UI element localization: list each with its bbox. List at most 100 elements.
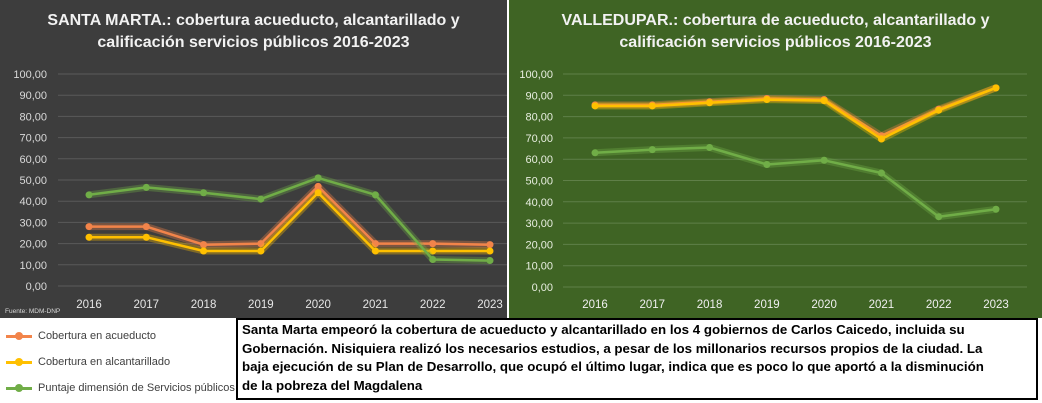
valledupar-chart: VALLEDUPAR.: cobertura de acueducto, alc… <box>509 0 1042 318</box>
legend-item-alcantarillado: Cobertura en alcantarillado <box>6 354 170 370</box>
chart-title: SANTA MARTA.: cobertura acueducto, alcan… <box>0 10 507 54</box>
y-tick-label: 70,00 <box>525 133 553 145</box>
y-tick-label: 80,00 <box>525 112 553 124</box>
series-line-2 <box>595 86 997 141</box>
x-tick-label: 2019 <box>248 299 274 311</box>
data-point <box>85 191 93 199</box>
data-point <box>429 240 437 248</box>
series-line-3 <box>88 176 491 262</box>
data-point <box>648 102 656 110</box>
data-point <box>820 97 828 105</box>
data-point <box>486 241 494 249</box>
data-point <box>706 143 714 151</box>
data-point <box>314 189 322 197</box>
legend-label: Cobertura en alcantarillado <box>38 356 171 368</box>
data-point <box>200 247 208 255</box>
data-point <box>706 99 714 107</box>
legend-swatch <box>6 354 32 370</box>
note-line: de la pobreza del Magdalena <box>242 377 423 393</box>
data-point <box>591 149 599 157</box>
x-tick-label: 2016 <box>76 299 102 311</box>
chart-title-line-1: VALLEDUPAR.: cobertura de acueducto, alc… <box>561 12 990 29</box>
data-point <box>429 256 437 263</box>
x-tick-label: 2023 <box>983 299 1009 311</box>
data-point <box>85 233 93 241</box>
legend-item-acueducto: Cobertura en acueducto <box>6 328 156 344</box>
y-tick-label: 90,00 <box>19 90 47 102</box>
legend-item-servicios: Puntaje dimensión de Servicios públicos <box>6 380 235 396</box>
x-tick-label: 2018 <box>191 299 217 311</box>
note-line: baja ejecución de su Plan de Desarrollo,… <box>242 359 984 374</box>
y-tick-label: 50,00 <box>19 175 47 187</box>
y-tick-label: 100,00 <box>13 69 47 81</box>
y-tick-label: 70,00 <box>19 133 47 145</box>
note-line: Gobernación. Nisiquiera realizó los nece… <box>242 340 983 356</box>
data-point <box>992 84 1000 92</box>
data-point <box>429 247 437 255</box>
data-point <box>763 161 771 169</box>
y-tick-label: 20,00 <box>19 239 47 251</box>
data-point <box>314 182 322 190</box>
data-point <box>992 205 1000 213</box>
data-point <box>935 213 943 221</box>
y-tick-label: 0,00 <box>532 282 553 294</box>
series-line-3 <box>594 146 997 218</box>
y-tick-label: 40,00 <box>19 196 47 208</box>
legend-label: Puntaje dimensión de Servicios públicos <box>38 382 235 394</box>
data-point <box>314 174 322 182</box>
santa-marta-chart: SANTA MARTA.: cobertura acueducto, alcan… <box>0 0 507 318</box>
y-tick-label: 10,00 <box>525 261 553 273</box>
data-point <box>371 240 379 248</box>
santa-marta-plot: 100,00 90,00 80,00 70,00 60,00 50,00 40,00 30,0… <box>5 69 507 315</box>
legend-label: Cobertura en acueducto <box>38 330 157 342</box>
legend-swatch <box>6 328 32 344</box>
data-point <box>486 257 494 265</box>
series-line-2 <box>89 191 490 253</box>
y-tick-label: 30,00 <box>525 218 553 230</box>
source-note: Fuente: MDM-DNP <box>5 308 60 315</box>
y-tick-label: 90,00 <box>525 90 553 102</box>
y-tick-label: 60,00 <box>19 154 47 166</box>
x-tick-label: 2019 <box>754 299 780 311</box>
x-tick-label: 2017 <box>639 299 665 311</box>
y-tick-label: 40,00 <box>525 197 553 209</box>
data-point <box>591 102 599 110</box>
x-tick-label: 2022 <box>926 299 952 311</box>
data-point <box>648 146 656 154</box>
x-tick-label: 2022 <box>420 299 446 311</box>
data-point <box>142 233 150 241</box>
data-point <box>820 156 828 164</box>
data-point <box>371 247 379 255</box>
data-point <box>142 183 150 191</box>
data-point <box>486 247 494 255</box>
data-point <box>877 169 885 177</box>
series-line-1 <box>89 185 491 246</box>
data-point <box>142 223 150 231</box>
x-tick-label: 2020 <box>305 299 331 311</box>
x-tick-label: 2016 <box>582 299 608 311</box>
data-point <box>85 223 93 231</box>
commentary-note: Santa Marta empeoró la cobertura de acue… <box>236 318 1038 400</box>
x-tick-label: 2020 <box>811 299 837 311</box>
data-point <box>257 247 265 255</box>
data-point <box>200 241 208 249</box>
x-tick-label: 2023 <box>477 299 503 311</box>
chart-title-line-2: calificación servicios públicos 2016-202… <box>97 34 410 51</box>
chart-title: VALLEDUPAR.: cobertura de acueducto, alc… <box>509 10 1042 54</box>
x-tick-label: 2021 <box>363 299 389 311</box>
y-tick-label: 50,00 <box>525 176 553 188</box>
data-point <box>877 135 885 143</box>
note-line: Santa Marta empeoró la cobertura de acue… <box>242 322 965 337</box>
data-point <box>257 240 265 248</box>
x-tick-label: 2018 <box>697 299 723 311</box>
y-tick-label: 80,00 <box>19 111 47 123</box>
data-point <box>200 189 208 197</box>
valledupar-plot: 100,00 90,00 80,00 70,00 60,00 50,00 40,00 30,0… <box>519 69 1027 311</box>
x-tick-label: 2017 <box>133 299 159 311</box>
data-point <box>763 96 771 104</box>
y-tick-label: 100,00 <box>519 69 553 81</box>
legend-swatch <box>6 380 32 396</box>
y-tick-label: 0,00 <box>26 281 47 293</box>
data-point <box>371 191 379 199</box>
y-tick-label: 10,00 <box>19 260 47 272</box>
